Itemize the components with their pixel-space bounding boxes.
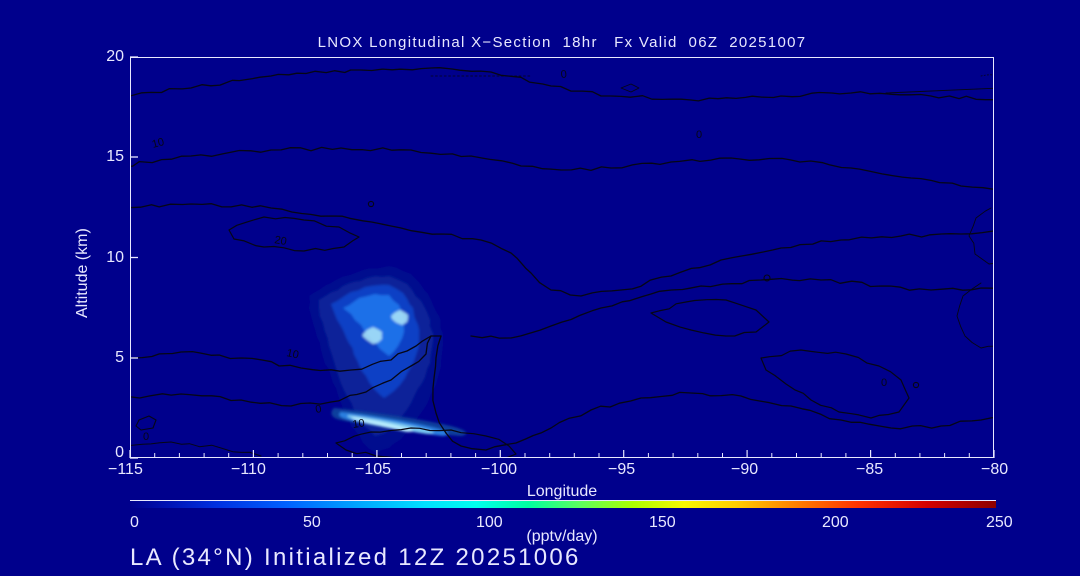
svg-text:0: 0 <box>560 69 567 81</box>
svg-text:10: 10 <box>352 417 366 431</box>
svg-text:10: 10 <box>151 136 166 151</box>
svg-text:0: 0 <box>314 403 322 416</box>
svg-text:0: 0 <box>696 129 702 141</box>
svg-text:10: 10 <box>285 347 299 361</box>
svg-text:0: 0 <box>143 431 149 443</box>
svg-text:20: 20 <box>273 234 287 248</box>
svg-text:0: 0 <box>881 377 887 389</box>
